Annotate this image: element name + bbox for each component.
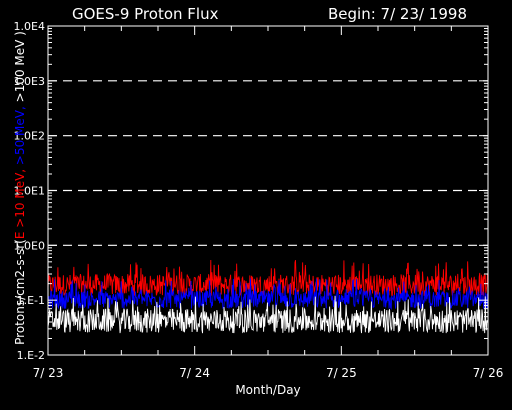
x-tick-label-2: 7/ 25 xyxy=(326,366,357,380)
y-tick-label-2: 1.0E0 xyxy=(14,239,45,252)
y-tick-label-1: 1.E-1 xyxy=(17,294,45,307)
x-tick-label-0: 7/ 23 xyxy=(33,366,64,380)
y-label-part-1: E >10 MeV, xyxy=(13,165,27,239)
series-layer xyxy=(47,260,489,334)
y-label-part-2: >50 MeV, xyxy=(13,102,27,165)
y-axis-label: Protons/cm2-s-sr(E >10 MeV, >50 MeV, >10… xyxy=(13,31,27,345)
x-axis-label: Month/Day xyxy=(235,383,300,397)
y-tick-label-3: 1.0E1 xyxy=(14,185,45,198)
x-tick-label-3: 7/ 26 xyxy=(473,366,504,380)
y-tick-label-6: 1.0E4 xyxy=(14,20,45,33)
y-label-part-3: >100 MeV ) xyxy=(13,31,27,102)
series-line-1 xyxy=(47,278,489,311)
y-tick-label-4: 1.0E2 xyxy=(14,130,45,143)
chart-title: GOES-9 Proton Flux xyxy=(72,5,219,23)
begin-date-label: Begin: 7/ 23/ 1998 xyxy=(328,5,467,23)
y-tick-label-5: 1.0E3 xyxy=(14,75,45,88)
series-line-2 xyxy=(47,295,489,334)
grid-lines xyxy=(48,80,488,246)
axes: 1.E-2 1.E-1 1.0E0 1.0E1 1.0E2 1.0E3 1.0E4 7/ 23… xyxy=(14,20,504,380)
y-label-part-0: Protons/cm2-s-sr( xyxy=(13,239,27,345)
x-tick-label-1: 7/ 24 xyxy=(179,366,210,380)
y-tick-label-0: 1.E-2 xyxy=(17,349,45,362)
